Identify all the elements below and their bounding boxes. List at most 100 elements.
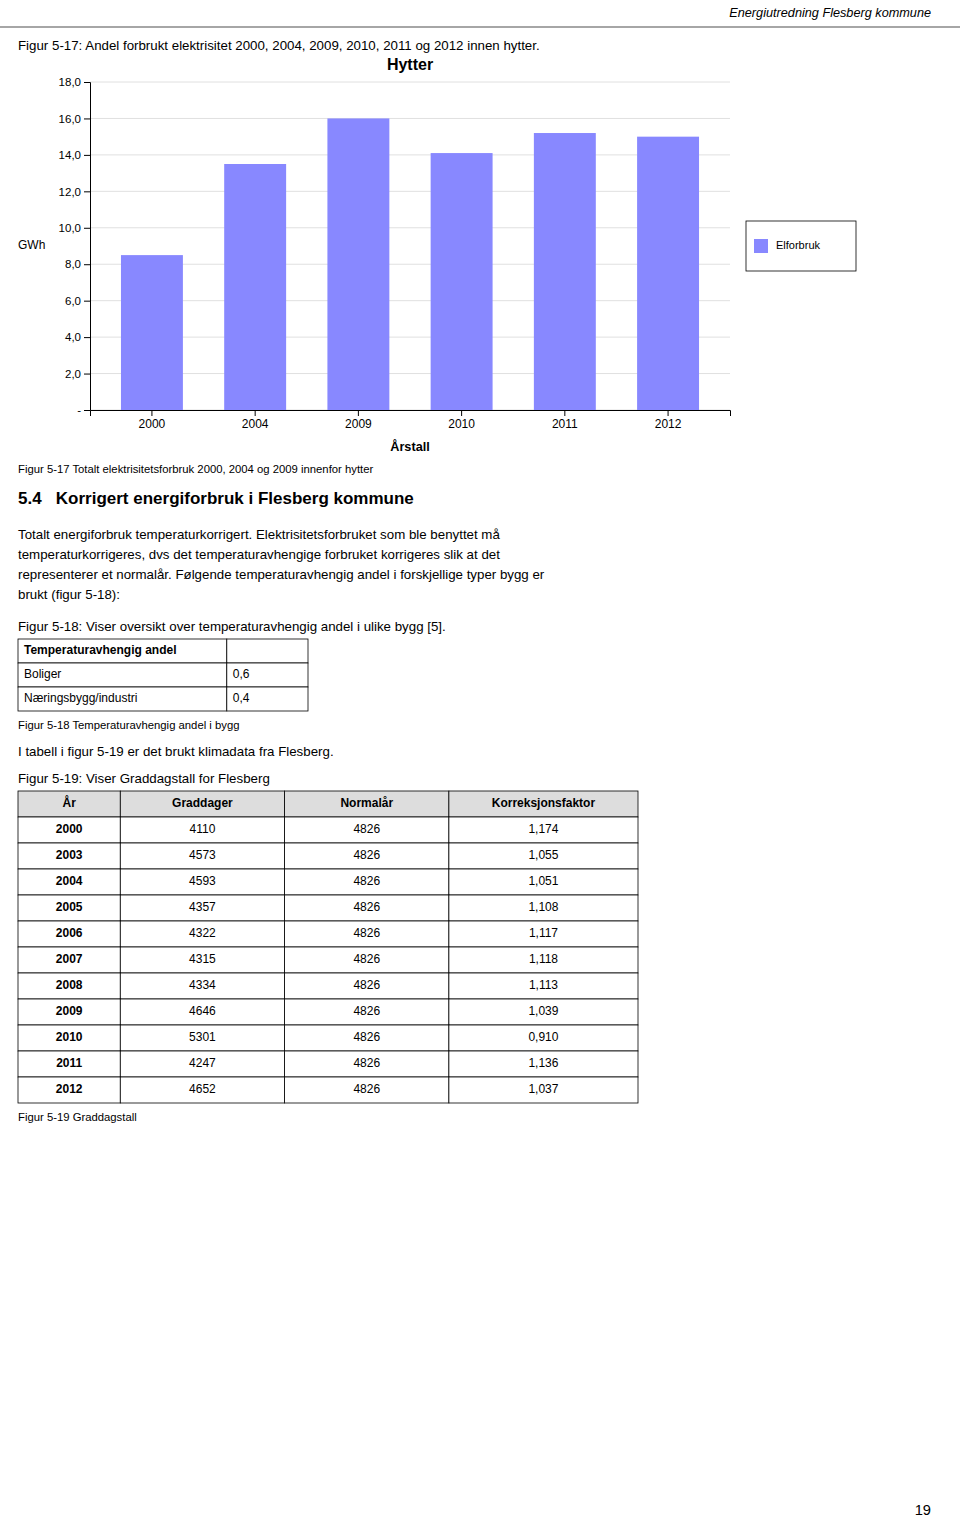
- figure-title: Figur 5-19: Viser Graddagstall for Flesb…: [18, 771, 270, 786]
- table-cell: [449, 817, 638, 843]
- table-header: År: [62, 795, 76, 810]
- table-text: 4322: [189, 926, 216, 940]
- tick-mark: [564, 410, 565, 416]
- axis-line: [91, 411, 731, 417]
- table-text: 0,4: [233, 691, 250, 705]
- table-cell: [120, 817, 284, 843]
- figure-caption: Figur 5-18 Temperaturavhengig andel i by…: [18, 719, 239, 731]
- grid-line: [90, 118, 730, 119]
- body-text: I tabell i figur 5-19 er det brukt klima…: [18, 744, 334, 759]
- figure-caption: Figur 5-17 Totalt elektrisitetsforbruk 2…: [18, 463, 373, 475]
- legend-swatch: [754, 239, 768, 253]
- table-cell: [285, 1025, 449, 1051]
- table-text: 4334: [189, 978, 216, 992]
- axis-line: [84, 83, 91, 411]
- bar: [224, 164, 286, 410]
- table-text: 2006: [56, 926, 83, 940]
- tick-mark: [84, 374, 90, 375]
- table-text: 2012: [56, 1082, 83, 1096]
- table-cell: [18, 869, 120, 895]
- table-cell: [285, 999, 449, 1025]
- chart-title: Hytter: [387, 56, 433, 73]
- grid-line: [90, 264, 730, 265]
- tick-mark: [461, 410, 462, 416]
- bar: [121, 255, 183, 410]
- table-cell: [18, 663, 227, 687]
- tick: 4,0: [65, 331, 90, 343]
- tick: 14,0: [59, 149, 90, 161]
- page-header: Energiutredning Flesberg kommune: [729, 6, 931, 20]
- tick-mark: [84, 191, 90, 192]
- tick-label: 2010: [448, 417, 475, 431]
- grid-line: [90, 154, 730, 155]
- table-header: Normalår: [340, 796, 393, 810]
- table-cell: [285, 947, 449, 973]
- table-cell: [120, 921, 284, 947]
- table-cell: [285, 817, 449, 843]
- table-text: 4652: [189, 1082, 216, 1096]
- table-text: 1,051: [528, 874, 558, 888]
- table-cell: [449, 999, 638, 1025]
- table-text: 1,174: [528, 822, 558, 836]
- tick: -: [77, 404, 90, 416]
- table-cell: [285, 843, 449, 869]
- table-text: 2011: [56, 1056, 82, 1070]
- table-cell: [227, 663, 308, 687]
- table-text: 2009: [56, 1004, 83, 1018]
- tick: 2011: [552, 410, 578, 431]
- table-cell: [285, 1077, 449, 1103]
- table-cell: [285, 921, 449, 947]
- tick: 18,0: [59, 76, 90, 88]
- tick-label: 14,0: [59, 149, 81, 161]
- table-cell: [120, 843, 284, 869]
- table: ÅrGraddagerNormalårKorreksjonsfaktor2000…: [18, 791, 638, 1103]
- tick-mark: [84, 228, 90, 229]
- table-text: 2003: [56, 848, 83, 862]
- table-cell: [449, 1077, 638, 1103]
- table-text: 4826: [353, 1056, 380, 1070]
- tick-mark: [84, 155, 90, 156]
- table-text: 4247: [189, 1056, 216, 1070]
- table-text: 4315: [189, 952, 216, 966]
- table-text: 2007: [56, 952, 83, 966]
- table-text: 4357: [189, 900, 216, 914]
- tick-label: 8,0: [65, 258, 81, 270]
- table-text: 1,118: [529, 952, 558, 966]
- bar: [327, 118, 389, 410]
- table-text: 2010: [56, 1030, 83, 1044]
- table-cell: [18, 1077, 120, 1103]
- grid-line: [90, 337, 730, 338]
- tick-mark: [358, 410, 359, 416]
- table-cell: [120, 947, 284, 973]
- grid-line: [90, 82, 730, 83]
- bar: [534, 133, 596, 410]
- table-text: 2005: [56, 900, 83, 914]
- table-cell: [285, 973, 449, 999]
- tick-label: 6,0: [65, 295, 81, 307]
- table-cell: [18, 973, 120, 999]
- bar: [637, 137, 699, 410]
- tick-mark: [84, 301, 90, 302]
- bar: [431, 153, 493, 410]
- table-cell: [449, 791, 638, 817]
- grid-line: [90, 300, 730, 301]
- table-cell: [120, 791, 284, 817]
- y-axis: -2,04,06,08,010,012,014,016,018,0: [59, 76, 91, 416]
- tick-mark: [84, 82, 90, 83]
- tick-label: 2,0: [65, 368, 81, 380]
- tick: 2010: [448, 410, 475, 431]
- tick-mark: [84, 410, 90, 411]
- grid-line: [90, 227, 730, 228]
- tick-label: 12,0: [59, 186, 81, 198]
- tick-mark: [255, 410, 256, 416]
- tick-label: 4,0: [65, 331, 81, 343]
- tick-label: 2012: [655, 417, 682, 431]
- table-cell: [449, 869, 638, 895]
- page-number: 19: [915, 1502, 931, 1518]
- table-text: 4826: [353, 848, 380, 862]
- page: Energiutredning Flesberg kommune Figur 5-…: [0, 0, 960, 1525]
- table-text: Boliger: [24, 667, 61, 681]
- table-cell: [227, 687, 308, 711]
- table-text: 2004: [56, 874, 83, 888]
- table-cell: [18, 687, 227, 711]
